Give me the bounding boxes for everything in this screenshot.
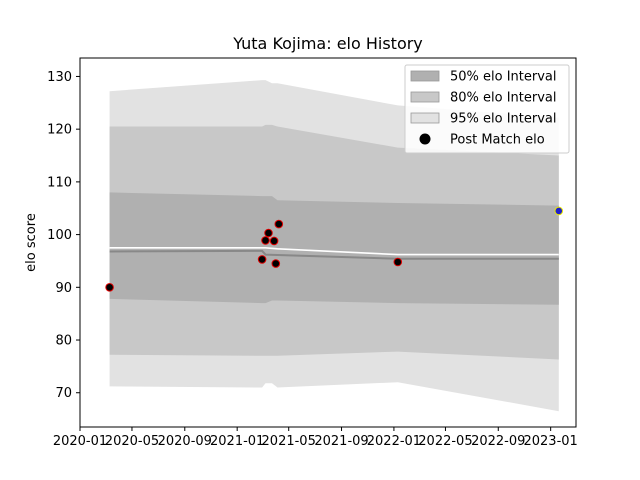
x-tick-label: 2020-09 (158, 434, 212, 449)
x-tick-label: 2023-01 (523, 434, 577, 449)
x-tick-label: 2022-01 (367, 434, 421, 449)
x-tick-label: 2021-09 (314, 434, 368, 449)
mean-elo-line (109, 247, 559, 256)
legend-marker-post-match (419, 133, 431, 145)
post-match-point (257, 255, 267, 264)
legend-box (404, 64, 570, 154)
y-axis: 70 80 90 100 110 120 130 (47, 70, 80, 401)
median-elo-line (109, 249, 559, 260)
y-tick-label: 70 (55, 386, 72, 401)
x-axis: 2020-012020-052020-092021-012021-052021-… (53, 427, 578, 449)
x-tick-label: 2021-05 (262, 434, 316, 449)
post-match-point (274, 219, 284, 229)
post-match-point (264, 228, 273, 238)
y-tick-label: 80 (55, 334, 72, 349)
y-tick-label: 130 (47, 70, 72, 85)
post-match-point (105, 283, 114, 292)
legend-label: 95% elo Interval (450, 112, 557, 127)
y-tick-label: 100 (47, 228, 72, 243)
post-match-point (393, 257, 403, 267)
current-elo-point (554, 206, 564, 216)
legend-swatch-band95 (410, 112, 440, 124)
band-50 (109, 192, 559, 305)
x-tick-label: 2022-09 (471, 434, 525, 449)
legend-swatch-band50 (410, 70, 440, 82)
x-tick-label: 2020-01 (53, 434, 107, 449)
y-tick-label: 120 (47, 123, 72, 138)
legend: 50% elo Interval 80% elo Interval 95% elo … (404, 64, 570, 154)
legend-label: Post Match elo (450, 133, 545, 148)
y-axis-label: elo score (24, 213, 39, 272)
plot-frame (79, 57, 577, 428)
post-match-point (271, 259, 281, 268)
legend-label: 50% elo Interval (450, 70, 557, 85)
x-tick-label: 2020-05 (105, 434, 159, 449)
plot-area (105, 80, 564, 412)
post-match-point (261, 236, 270, 245)
legend-label: 80% elo Interval (450, 91, 557, 106)
y-tick-label: 110 (47, 175, 72, 190)
x-tick-label: 2022-05 (418, 434, 472, 449)
legend-swatch-band80 (410, 91, 440, 103)
x-tick-label: 2021-01 (210, 434, 264, 449)
chart-title: Yuta Kojima: elo History (232, 34, 423, 53)
post-match-point (269, 236, 279, 246)
y-tick-label: 90 (55, 281, 72, 296)
